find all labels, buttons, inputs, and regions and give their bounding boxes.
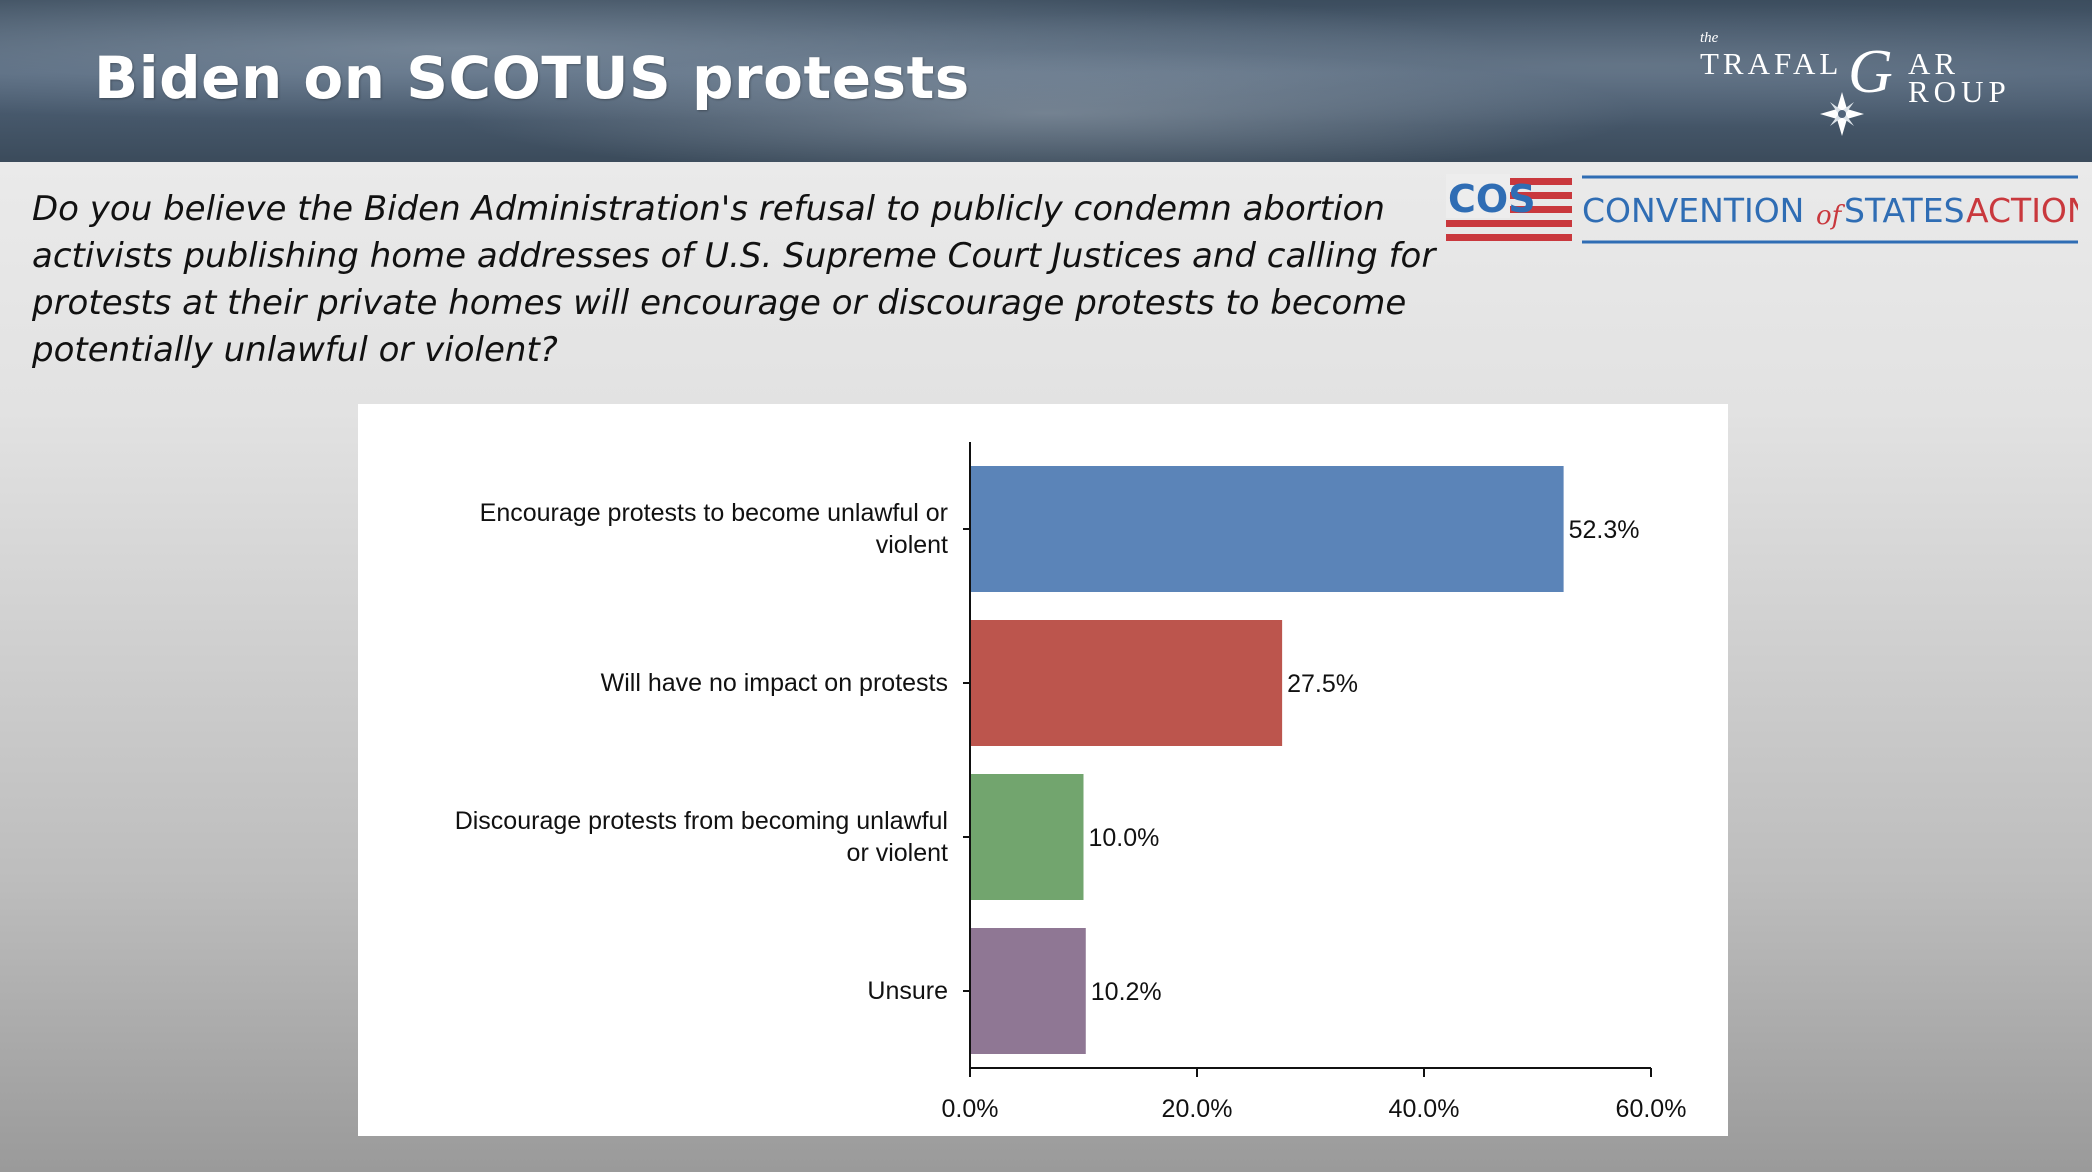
cos-word-of: of [1816,201,1846,231]
category-label-1-0: Will have no impact on protests [601,669,948,697]
logo-the-text: the [1700,30,1719,46]
category-label-3-0: Unsure [867,977,948,1005]
bar-0 [970,466,1564,592]
cos-word-states: STATES [1844,191,1965,230]
trafalgar-group-logo: the TRAFAL G AR ROUP [1700,30,2011,136]
survey-question: Do you believe the Biden Administration'… [32,189,1436,370]
bar-2 [970,774,1084,900]
category-label-0-1: violent [876,531,948,559]
bar-1 [970,620,1283,746]
bar-3 [970,928,1086,1054]
convention-of-states-logo: COS CONVENTION of STATES ACTION [1446,174,2078,244]
logo-trafal-text: TRAFAL [1700,46,1842,81]
bar-chart: 52.3% Encourage protests to become unlawf… [455,442,1687,1123]
slide-title: Biden on SCOTUS protests [94,44,970,112]
flag-stripes-icon [1446,174,1572,241]
cos-word-action: ACTION [1966,191,2078,230]
category-label-2-1: or violent [847,839,948,867]
x-tick-label-0: 0.0% [942,1095,999,1123]
category-label-2-0: Discourage protests from becoming unlawf… [455,807,948,835]
header-banner: Biden on SCOTUS protests the TRAFAL G AR… [0,0,2092,162]
cos-badge-text: COS [1448,177,1536,221]
data-label-0: 52.3% [1569,516,1640,544]
category-label-0-0: Encourage protests to become unlawful or [480,499,948,527]
x-tick-label-3: 60.0% [1616,1095,1687,1123]
x-tick-label-2: 40.0% [1389,1095,1460,1123]
cos-word-convention: CONVENTION [1582,191,1804,230]
data-label-2: 10.0% [1089,824,1160,852]
logo-g-large: G [1848,38,1893,106]
x-tick-label-1: 20.0% [1162,1095,1233,1123]
data-label-1: 27.5% [1287,670,1358,698]
chart-card: 52.3% Encourage protests to become unlawf… [358,404,1728,1136]
data-label-3: 10.2% [1091,978,1162,1006]
logo-ar-text: AR [1908,46,1959,81]
logo-roup-text: ROUP [1908,74,2011,109]
compass-star-icon [1820,92,1864,136]
